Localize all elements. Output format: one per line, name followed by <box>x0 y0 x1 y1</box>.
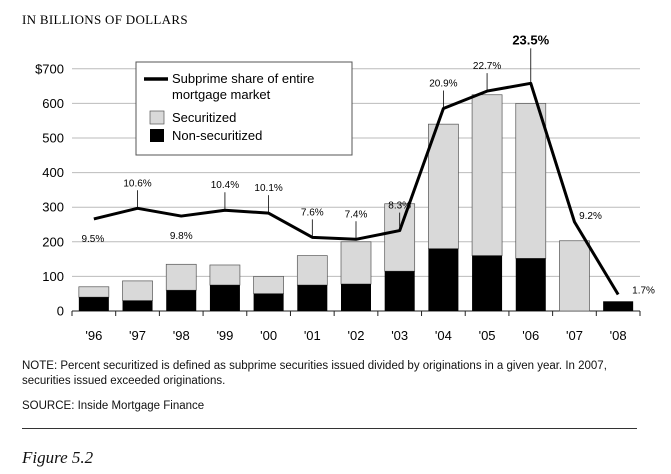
y-tick-label: 200 <box>42 234 64 249</box>
bar-non-securitized <box>384 271 415 311</box>
bar-non-securitized <box>253 293 284 311</box>
x-tick-label: '06 <box>522 328 539 343</box>
bar-non-securitized <box>428 248 459 311</box>
figure-caption: Figure 5.2 <box>22 448 94 467</box>
x-tick-label: '97 <box>129 328 146 343</box>
x-tick-label: '05 <box>479 328 496 343</box>
share-label: 10.6% <box>123 178 151 189</box>
bar-securitized <box>515 103 547 259</box>
units-label: IN BILLIONS OF DOLLARS <box>22 12 188 27</box>
share-label: 9.2% <box>579 211 602 222</box>
y-tick-label: 600 <box>42 96 64 111</box>
y-tick-label: 500 <box>42 131 64 146</box>
x-tick-label: '07 <box>566 328 583 343</box>
x-tick-label: '02 <box>348 328 365 343</box>
legend-non-securitized-label: Non-securitized <box>172 128 262 143</box>
share-label: 20.9% <box>429 79 457 90</box>
legend-securitized-label: Securitized <box>172 110 236 125</box>
y-tick-label: $700 <box>35 61 64 76</box>
x-tick-label: '99 <box>216 328 233 343</box>
bar-securitized <box>78 286 110 298</box>
legend-securitized-swatch <box>149 110 165 125</box>
chart-note: NOTE: Percent securitized is defined as … <box>22 360 607 387</box>
share-label: 1.7% <box>632 286 655 297</box>
bar-non-securitized <box>122 300 153 311</box>
share-label: 8.3% <box>388 201 411 212</box>
share-label: 23.5% <box>512 32 549 47</box>
bar-securitized <box>122 280 153 301</box>
bar-non-securitized <box>209 285 240 311</box>
chart-source: SOURCE: Inside Mortgage Finance <box>22 400 205 412</box>
bar-securitized <box>340 241 372 285</box>
y-tick-label: 300 <box>42 200 64 215</box>
bar-non-securitized <box>515 258 546 311</box>
share-label: 9.5% <box>81 234 104 245</box>
bar-securitized <box>209 264 241 286</box>
x-tick-label: '01 <box>304 328 321 343</box>
legend-non-securitized-swatch <box>150 129 164 142</box>
x-tick-label: '00 <box>260 328 277 343</box>
legend-line-label-1: Subprime share of entire <box>172 71 314 86</box>
x-tick-label: '03 <box>391 328 408 343</box>
bar-securitized <box>253 276 284 295</box>
bar-non-securitized <box>166 290 197 311</box>
x-tick-label: '08 <box>610 328 627 343</box>
subprime-chart: IN BILLIONS OF DOLLARS 0 100 200 300 400 500 60… <box>22 12 655 343</box>
share-label: 10.1% <box>254 183 282 194</box>
share-label: 7.4% <box>345 209 368 220</box>
bar-non-securitized <box>472 255 503 311</box>
y-tick-label: 100 <box>42 269 64 284</box>
bar-non-securitized <box>603 301 634 311</box>
share-label: 22.7% <box>473 61 501 72</box>
legend-line-label-2: mortgage market <box>172 87 271 102</box>
y-tick-label: 0 <box>57 304 64 319</box>
bar-securitized <box>559 240 590 312</box>
x-tick-label: '96 <box>85 328 102 343</box>
bar-non-securitized <box>297 285 328 311</box>
share-label: 7.6% <box>301 207 324 218</box>
x-tick-label: '98 <box>173 328 190 343</box>
subprime-share-line <box>93 81 620 296</box>
bar-securitized <box>165 263 197 291</box>
bar-non-securitized <box>341 284 371 311</box>
bar-securitized <box>296 255 328 286</box>
share-label: 10.4% <box>211 180 239 191</box>
y-tick-label: 400 <box>42 165 64 180</box>
divider <box>22 428 637 429</box>
bar-securitized <box>471 94 503 256</box>
bar-securitized <box>428 123 459 250</box>
legend-box <box>135 61 353 156</box>
bar-non-securitized <box>78 297 109 311</box>
x-tick-label: '04 <box>435 328 452 343</box>
share-label: 9.8% <box>170 231 193 242</box>
